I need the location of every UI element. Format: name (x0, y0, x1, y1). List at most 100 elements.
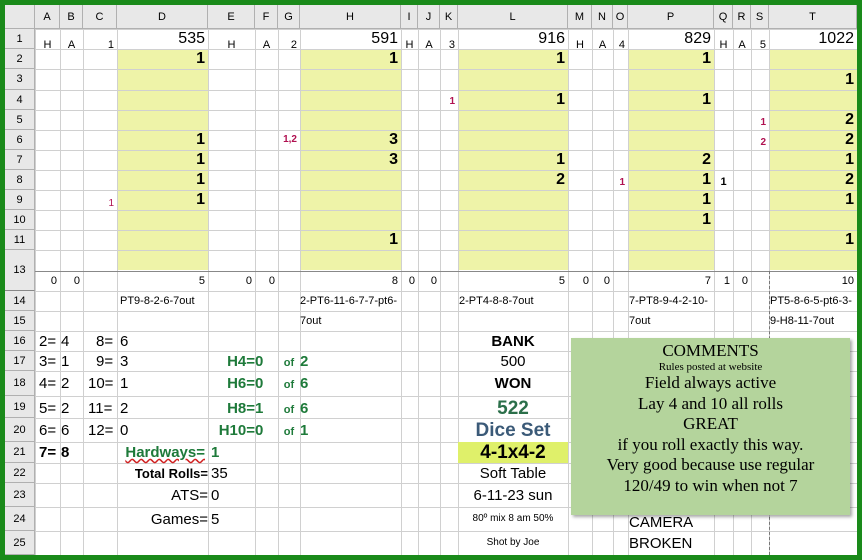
cell-s5[interactable]: 1 (760, 117, 766, 128)
cell-s1[interactable]: 5 (759, 38, 766, 51)
hardway-h4-value[interactable]: 0 (255, 352, 264, 370)
cell-p1[interactable]: 829 (684, 30, 711, 47)
stat-8-label[interactable]: 8= (96, 332, 114, 350)
won-value[interactable]: 522 (497, 397, 529, 419)
cell-m1[interactable]: H (576, 38, 584, 51)
cell-g1[interactable]: 2 (290, 38, 297, 51)
col-header-i[interactable]: I (401, 5, 418, 29)
stat-5-value[interactable]: 2 (61, 399, 70, 417)
col-header-p[interactable]: P (628, 5, 714, 29)
stat-6-label[interactable]: 6= (39, 421, 57, 439)
col-header-m[interactable]: M (568, 5, 592, 29)
session-date[interactable]: 6-11-23 sun (473, 486, 553, 504)
cell-e13[interactable]: 0 (245, 274, 252, 287)
hardway-h10-of[interactable]: of (283, 425, 295, 438)
stat-12-value[interactable]: 0 (120, 421, 129, 439)
col-header-s[interactable]: S (751, 5, 769, 29)
cell-n1[interactable]: A (598, 38, 607, 51)
dice-set-value[interactable]: 4-1x4-2 (458, 442, 568, 463)
hardway-h6-of[interactable]: of (283, 379, 295, 391)
stat-4-label[interactable]: 4= (39, 375, 57, 392)
cell-q8[interactable]: 1 (720, 175, 727, 188)
stat-10-value[interactable]: 1 (120, 375, 129, 392)
dice-set-label[interactable]: Dice Set (475, 419, 551, 441)
row-header-22[interactable]: 22 (5, 463, 35, 483)
cell-t15[interactable]: 9-H8-11-7out (770, 314, 834, 327)
cell-d7[interactable]: 1 (196, 151, 205, 168)
cell-p2[interactable]: 1 (702, 50, 711, 67)
col-header-a[interactable]: A (35, 5, 60, 29)
cell-t6[interactable]: 2 (845, 131, 854, 148)
cell-t1[interactable]: 1022 (818, 30, 854, 47)
camera-label[interactable]: CAMERA (629, 513, 694, 531)
row-header-16[interactable]: 16 (5, 331, 35, 351)
col-header-t[interactable]: T (769, 5, 857, 29)
row-header-6[interactable]: 6 (5, 130, 35, 150)
hardway-h10-label[interactable]: H10= (218, 421, 255, 439)
spreadsheet-grid[interactable]: A B C D E F G H I J K L M N O P Q R S T … (5, 5, 857, 555)
cell-d1[interactable]: 535 (178, 30, 205, 47)
stat-9-label[interactable]: 9= (96, 352, 114, 370)
cell-k4[interactable]: 1 (449, 96, 455, 107)
cell-i13[interactable]: 0 (408, 274, 415, 287)
cell-q1[interactable]: H (719, 38, 728, 51)
cell-t14[interactable]: PT5-8-6-5-pt6-3- (770, 294, 852, 307)
cell-t7[interactable]: 1 (845, 151, 854, 168)
cell-l1[interactable]: 916 (538, 30, 565, 47)
stat-6-value[interactable]: 6 (61, 421, 70, 439)
cell-l4[interactable]: 1 (556, 91, 565, 108)
cell-r1[interactable]: A (738, 38, 746, 51)
row-header-4[interactable]: 4 (5, 90, 35, 110)
cell-q13[interactable]: 1 (723, 274, 730, 287)
total-rolls-value[interactable]: 35 (211, 464, 228, 482)
col-header-n[interactable]: N (592, 5, 613, 29)
col-header-e[interactable]: E (208, 5, 255, 29)
cell-p15[interactable]: 7out (629, 314, 651, 327)
col-header-k[interactable]: K (440, 5, 458, 29)
cell-l7[interactable]: 1 (556, 151, 565, 168)
stat-5-label[interactable]: 5= (39, 399, 57, 417)
stat-12-label[interactable]: 12= (88, 421, 114, 439)
cell-p13[interactable]: 7 (704, 274, 711, 287)
hardway-h10-total[interactable]: 1 (300, 421, 309, 439)
row-header-5[interactable]: 5 (5, 110, 35, 130)
row-header-7[interactable]: 7 (5, 150, 35, 170)
cell-o1[interactable]: 4 (618, 38, 625, 51)
ats-label[interactable]: ATS= (171, 486, 208, 504)
col-header-o[interactable]: O (613, 5, 628, 29)
games-value[interactable]: 5 (211, 510, 220, 528)
cell-p8[interactable]: 1 (702, 171, 711, 188)
cell-t11[interactable]: 1 (845, 231, 854, 248)
cell-h15[interactable]: 7out (300, 314, 322, 327)
won-label[interactable]: WON (494, 375, 532, 392)
cell-m13[interactable]: 0 (582, 274, 589, 287)
row-header-15[interactable]: 15 (5, 311, 35, 331)
corner-cell[interactable] (5, 5, 35, 29)
stat-9-value[interactable]: 3 (120, 352, 129, 370)
cell-p14[interactable]: 7-PT8-9-4-2-10- (629, 294, 708, 307)
cell-c9[interactable]: 1 (108, 198, 114, 209)
cell-n13[interactable]: 0 (603, 274, 610, 287)
hardway-h4-of[interactable]: of (283, 356, 295, 369)
games-label[interactable]: Games= (150, 510, 208, 528)
row-header-10[interactable]: 10 (5, 210, 35, 230)
cell-d9[interactable]: 1 (196, 191, 205, 208)
col-header-f[interactable]: F (255, 5, 278, 29)
comments-box[interactable]: COMMENTS Rules posted at website Field a… (571, 338, 850, 515)
cell-e1[interactable]: H (227, 38, 236, 51)
cell-j13[interactable]: 0 (430, 274, 437, 287)
hardways-total-value[interactable]: 1 (211, 444, 220, 461)
row-header-8[interactable]: 8 (5, 170, 35, 190)
stat-8-value[interactable]: 6 (120, 332, 129, 350)
cell-t5[interactable]: 2 (845, 111, 854, 128)
broken-label[interactable]: BROKEN (629, 534, 693, 552)
bank-value[interactable]: 500 (500, 352, 526, 370)
row-header-23[interactable]: 23 (5, 483, 35, 507)
cell-p9[interactable]: 1 (702, 191, 711, 208)
table-type[interactable]: Soft Table (479, 464, 547, 482)
cell-s6[interactable]: 2 (760, 137, 766, 148)
row-header-25[interactable]: 25 (5, 531, 35, 555)
cell-l2[interactable]: 1 (556, 50, 565, 67)
cell-d8[interactable]: 1 (196, 171, 205, 188)
stat-4-value[interactable]: 2 (61, 375, 70, 392)
